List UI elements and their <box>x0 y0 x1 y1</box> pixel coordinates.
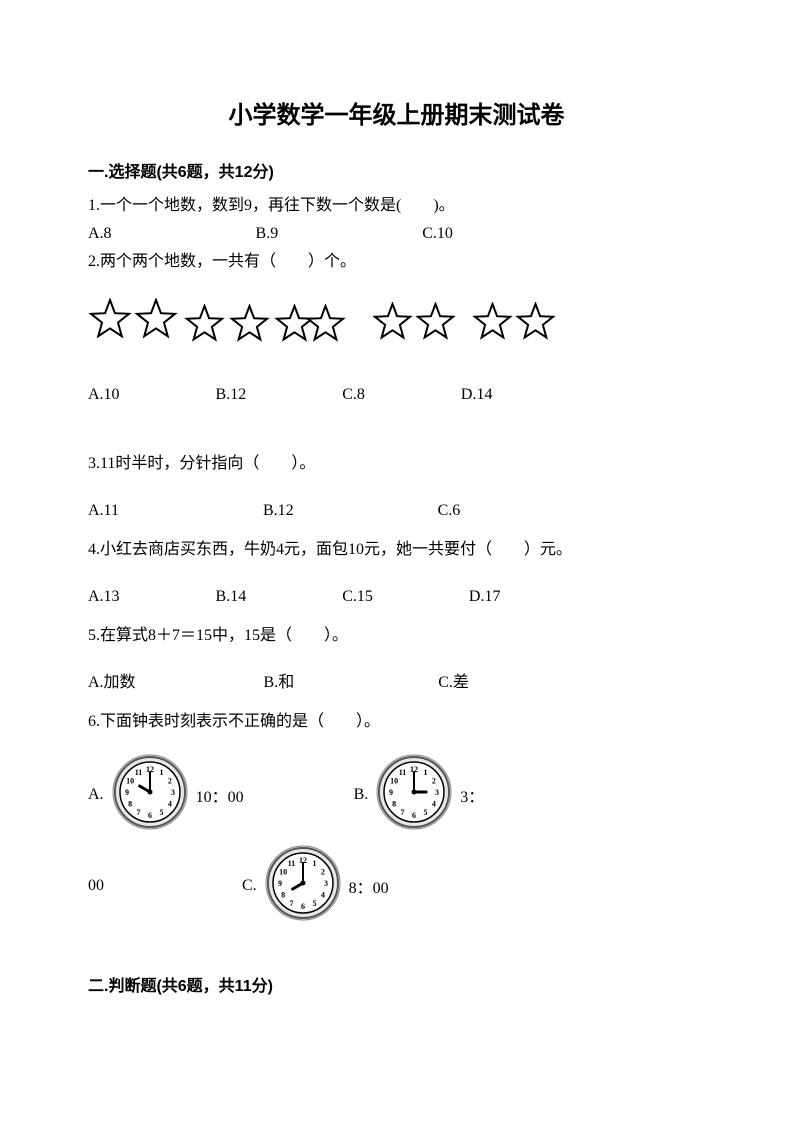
svg-text:7: 7 <box>289 899 293 908</box>
q2-text: 2.两个两个地数，一共有（ ）个。 <box>88 250 705 274</box>
star-icon <box>229 304 270 350</box>
star-icon <box>88 298 132 347</box>
svg-text:8: 8 <box>392 800 396 809</box>
q6-label-c: C. <box>242 877 257 895</box>
svg-text:7: 7 <box>401 808 405 817</box>
star-icon <box>472 302 513 348</box>
svg-text:3: 3 <box>324 879 328 888</box>
q6-before-00: 00 <box>88 877 104 895</box>
svg-text:3: 3 <box>435 788 439 797</box>
svg-text:6: 6 <box>412 811 416 820</box>
q5-text: 5.在算式8＋7＝15中，15是（ ）。 <box>88 624 705 648</box>
star-icon <box>134 298 178 347</box>
q1-options: A.8 B.9 C.10 <box>88 222 705 246</box>
q6-label-b: B. <box>354 786 369 804</box>
svg-text:2: 2 <box>432 777 436 786</box>
star-icon <box>372 302 413 348</box>
svg-text:1: 1 <box>159 768 163 777</box>
svg-text:9: 9 <box>278 879 282 888</box>
star-icon <box>415 302 456 348</box>
clock-a-icon: 123456789101112 <box>112 754 188 835</box>
q6-text: 6.下面钟表时刻表示不正确的是（ ）。 <box>88 710 705 734</box>
q1-text: 1.一个一个地数，数到9，再往下数一个数是( )。 <box>88 194 705 218</box>
svg-text:1: 1 <box>312 859 316 868</box>
svg-text:2: 2 <box>167 777 171 786</box>
svg-text:9: 9 <box>389 788 393 797</box>
svg-text:10: 10 <box>279 868 287 877</box>
q4-text: 4.小红去商店买东西，牛奶4元，面包10元，她一共要付（ ）元。 <box>88 538 705 562</box>
svg-text:6: 6 <box>148 811 152 820</box>
svg-text:5: 5 <box>424 808 428 817</box>
svg-text:4: 4 <box>167 800 171 809</box>
clock-b-icon: 123456789101112 <box>376 754 452 835</box>
q3-text: 3.11时半时，分针指向（ ）。 <box>88 452 705 476</box>
svg-text:10: 10 <box>390 777 398 786</box>
star-icon <box>184 304 225 350</box>
svg-text:8: 8 <box>281 891 285 900</box>
svg-text:7: 7 <box>136 808 140 817</box>
clock-row-2: 00 C. 123456789101112 8：00 <box>88 845 705 926</box>
q3-options: A.11 B.12 C.6 <box>88 496 705 520</box>
svg-text:4: 4 <box>321 891 325 900</box>
svg-text:11: 11 <box>399 768 407 777</box>
svg-text:9: 9 <box>125 788 129 797</box>
q2-options: A.10 B.12 C.8 D.14 <box>88 380 705 404</box>
svg-text:11: 11 <box>134 768 142 777</box>
svg-text:5: 5 <box>159 808 163 817</box>
q6-label-a: A. <box>88 786 104 804</box>
star-icon <box>305 304 346 350</box>
svg-text:5: 5 <box>312 899 316 908</box>
svg-text:10: 10 <box>126 777 134 786</box>
svg-text:6: 6 <box>301 902 305 911</box>
clock-row-1: A. 123456789101112 10：00 B. 123456789101… <box>88 754 705 835</box>
svg-text:3: 3 <box>171 788 175 797</box>
star-icon <box>515 302 556 348</box>
svg-text:4: 4 <box>432 800 436 809</box>
section-1-header: 一.选择题(共6题，共12分) <box>88 158 705 182</box>
page-title: 小学数学一年级上册期末测试卷 <box>88 95 705 130</box>
q6-after-b: 3： <box>460 783 484 807</box>
svg-text:1: 1 <box>424 768 428 777</box>
stars-row <box>88 294 705 350</box>
svg-text:8: 8 <box>128 800 132 809</box>
clock-c-icon: 123456789101112 <box>265 845 341 926</box>
section-2-header: 二.判断题(共6题，共11分) <box>88 972 705 996</box>
q6-after-a: 10：00 <box>196 783 244 807</box>
svg-text:11: 11 <box>287 859 295 868</box>
q5-options: A.加数 B.和 C.差 <box>88 668 705 692</box>
svg-text:2: 2 <box>321 868 325 877</box>
q6-after-c: 8：00 <box>349 874 389 898</box>
q4-options: A.13 B.14 C.15 D.17 <box>88 582 705 606</box>
